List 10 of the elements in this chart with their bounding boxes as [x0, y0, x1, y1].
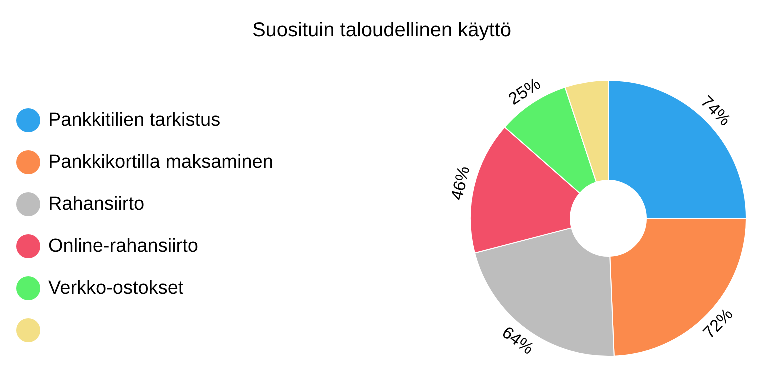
data-label: 46%: [447, 164, 474, 202]
data-label: 25%: [505, 74, 544, 109]
legend-label: Pankkikortilla maksaminen: [48, 152, 274, 173]
legend-label: Rahansiirto: [48, 194, 145, 215]
chart-title: Suosituin taloudellinen käyttö: [252, 20, 512, 42]
data-label: 72%: [700, 304, 737, 343]
data-label: 64%: [498, 322, 538, 358]
legend-label: Online-rahansiirto: [48, 236, 198, 257]
legend-label: Pankkitilien tarkistus: [48, 110, 221, 131]
legend-label: Verkko-ostokset: [48, 278, 184, 299]
